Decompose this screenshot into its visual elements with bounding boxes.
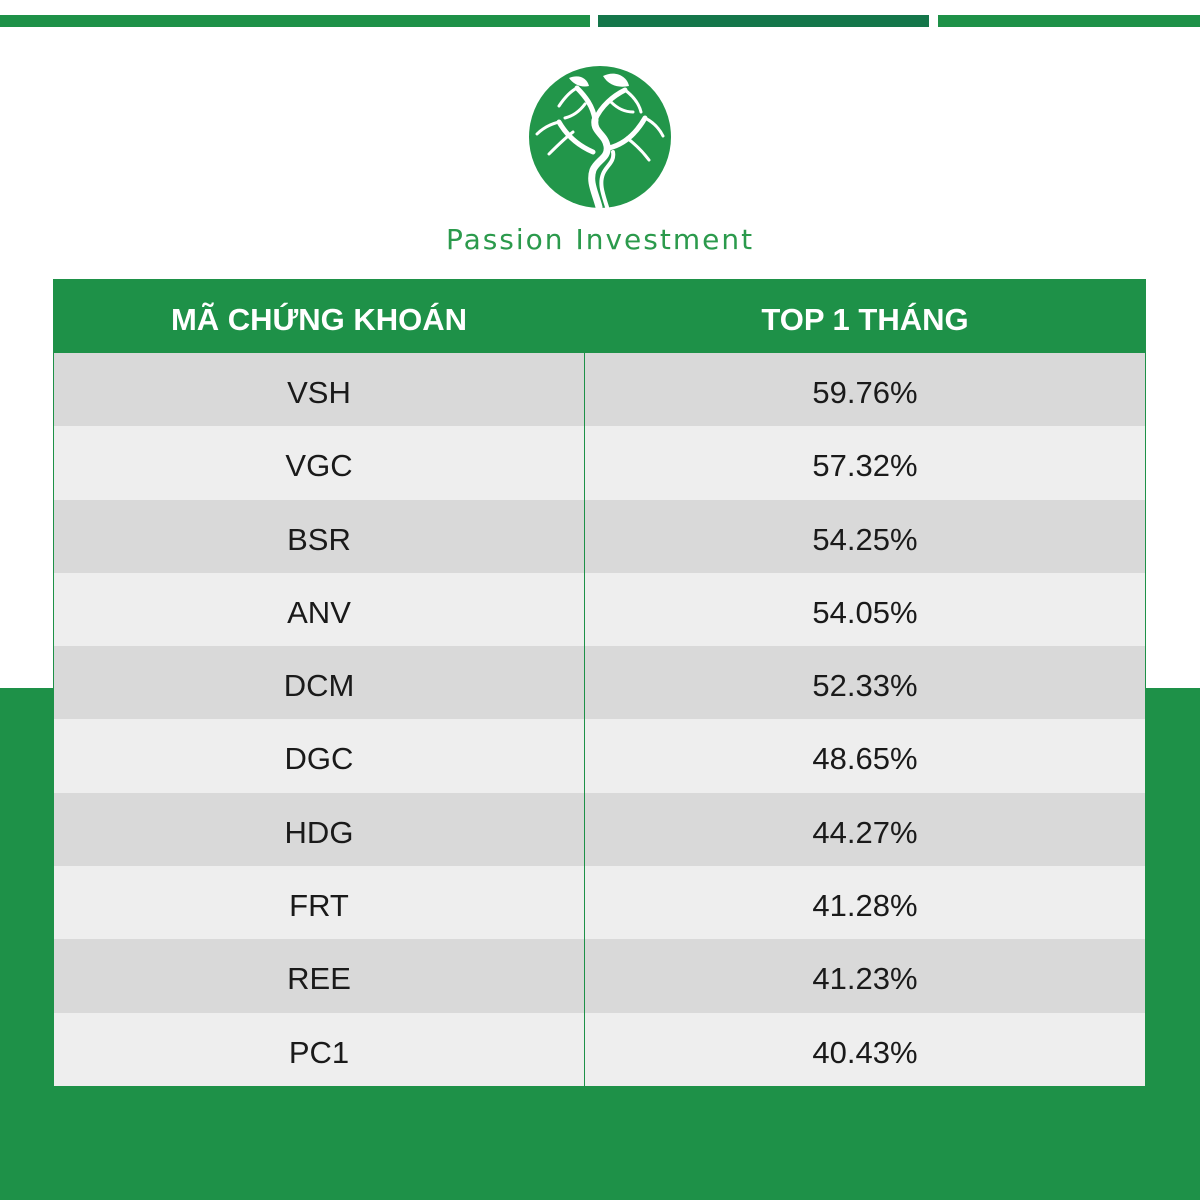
return-value-cell: 44.27%: [812, 814, 918, 850]
stock-code-cell: VGC: [285, 448, 353, 484]
tree-logo-icon: [529, 66, 671, 208]
return-value-cell: 41.28%: [812, 888, 918, 924]
table-row: PC1 40.43%: [54, 1012, 1145, 1086]
return-value-cell: 59.76%: [812, 375, 918, 410]
return-value-cell: 57.32%: [812, 448, 918, 484]
table-body: VSH 59.76% VGC 57.32% BSR 54.25% ANV 54.…: [54, 353, 1145, 1086]
return-value-cell: 41.23%: [812, 961, 918, 997]
table-row: DGC 48.65%: [54, 719, 1145, 793]
table-row: REE 41.23%: [54, 939, 1145, 1013]
stock-code-cell: HDG: [284, 814, 354, 850]
stock-code-cell: DCM: [283, 668, 355, 704]
return-value-cell: 54.05%: [812, 594, 918, 630]
table-row: BSR 54.25%: [54, 499, 1145, 573]
table-row: VSH 59.76%: [54, 353, 1145, 427]
header-top-1-month: TOP 1 THÁNG: [761, 302, 969, 337]
table-row: HDG 44.27%: [54, 792, 1145, 867]
column-divider: [584, 353, 585, 1088]
table-row: ANV 54.05%: [54, 572, 1145, 647]
top-decor-bar-middle: [598, 15, 929, 27]
table-row: DCM 52.33%: [54, 646, 1145, 720]
top-decor-bar-right: [938, 15, 1200, 27]
return-value-cell: 48.65%: [812, 741, 918, 777]
stock-code-cell: FRT: [289, 888, 349, 924]
table-header: MÃ CHỨNG KHOÁN TOP 1 THÁNG: [54, 280, 1145, 353]
top-decor-bar-left: [0, 15, 590, 27]
stock-code-cell: PC1: [288, 1034, 350, 1070]
brand-name: Passion Investment: [445, 223, 755, 256]
return-value-cell: 54.25%: [812, 521, 918, 557]
stock-code-cell: BSR: [287, 521, 351, 557]
stock-code-cell: DGC: [284, 741, 354, 777]
table-row: VGC 57.32%: [54, 426, 1145, 500]
return-value-cell: 40.43%: [812, 1034, 918, 1070]
stock-code-cell: VSH: [287, 375, 351, 410]
return-value-cell: 52.33%: [812, 668, 918, 704]
stock-code-cell: ANV: [287, 594, 351, 630]
header-stock-code: MÃ CHỨNG KHOÁN: [170, 302, 468, 337]
table-row: FRT 41.28%: [54, 866, 1145, 940]
stock-code-cell: REE: [287, 961, 351, 997]
stock-table: MÃ CHỨNG KHOÁN TOP 1 THÁNG VSH 59.76% VG…: [53, 279, 1146, 1089]
